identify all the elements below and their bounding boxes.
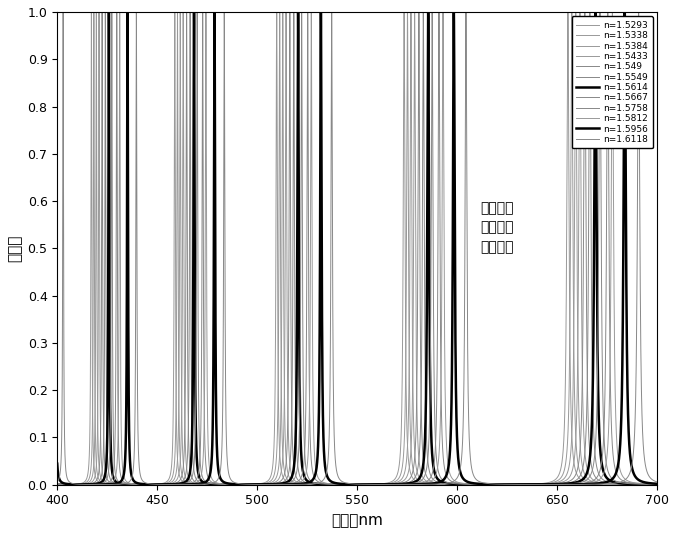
Legend: n=1.5293, n=1.5338, n=1.5384, n=1.5433, n=1.549, n=1.5549, n=1.5614, n=1.5667, n: n=1.5293, n=1.5338, n=1.5384, n=1.5433, …: [571, 17, 652, 148]
Text: 以上数据
从上到下
波长递增: 以上数据 从上到下 波长递增: [480, 201, 514, 254]
X-axis label: 波长／nm: 波长／nm: [331, 513, 383, 528]
Y-axis label: 透过率: 透过率: [7, 235, 22, 262]
